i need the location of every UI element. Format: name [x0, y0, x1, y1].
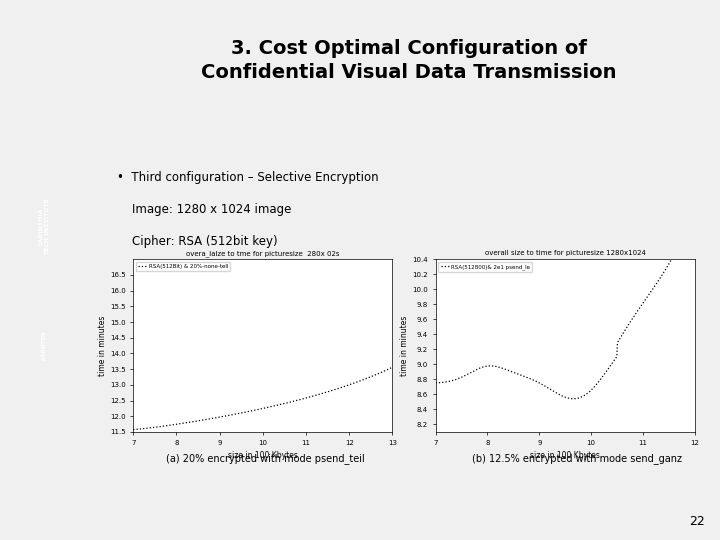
X-axis label: size in 100 Kbytes: size in 100 Kbytes [228, 451, 298, 460]
Y-axis label: time in minutes: time in minutes [400, 315, 410, 376]
X-axis label: size in 100 Kbytes: size in 100 Kbytes [530, 451, 600, 460]
Text: Cipher: RSA (512bit key): Cipher: RSA (512bit key) [117, 235, 277, 248]
Text: Image: 1280 x 1024 image: Image: 1280 x 1024 image [117, 203, 291, 217]
Text: 22: 22 [689, 515, 705, 528]
Legend: RSA(512800)& 2e1 psend_le: RSA(512800)& 2e1 psend_le [438, 262, 532, 272]
Text: CARINTHIA
TECH INSTITUTE: CARINTHIA TECH INSTITUTE [39, 198, 50, 255]
Text: 3. Cost Optimal Configuration of
Confidential Visual Data Transmission: 3. Cost Optimal Configuration of Confide… [201, 39, 616, 82]
Text: (b) 12.5% encrypted with mode send_ganz: (b) 12.5% encrypted with mode send_ganz [472, 453, 682, 464]
Title: overall size to time for picturesize 1280x1024: overall size to time for picturesize 128… [485, 250, 646, 256]
Text: (a) 20% encrypted with mode psend_teil: (a) 20% encrypted with mode psend_teil [166, 453, 365, 464]
Y-axis label: time in minutes: time in minutes [98, 315, 107, 376]
Text: KÄRNTEN: KÄRNTEN [42, 331, 47, 360]
Text: •  Third configuration – Selective Encryption: • Third configuration – Selective Encryp… [117, 171, 378, 184]
Title: overa_lalze to tme for picturesize  280x 02s: overa_lalze to tme for picturesize 280x … [186, 250, 340, 257]
Legend: RSA(512Bit) & 20%-none-tell: RSA(512Bit) & 20%-none-tell [136, 262, 230, 272]
